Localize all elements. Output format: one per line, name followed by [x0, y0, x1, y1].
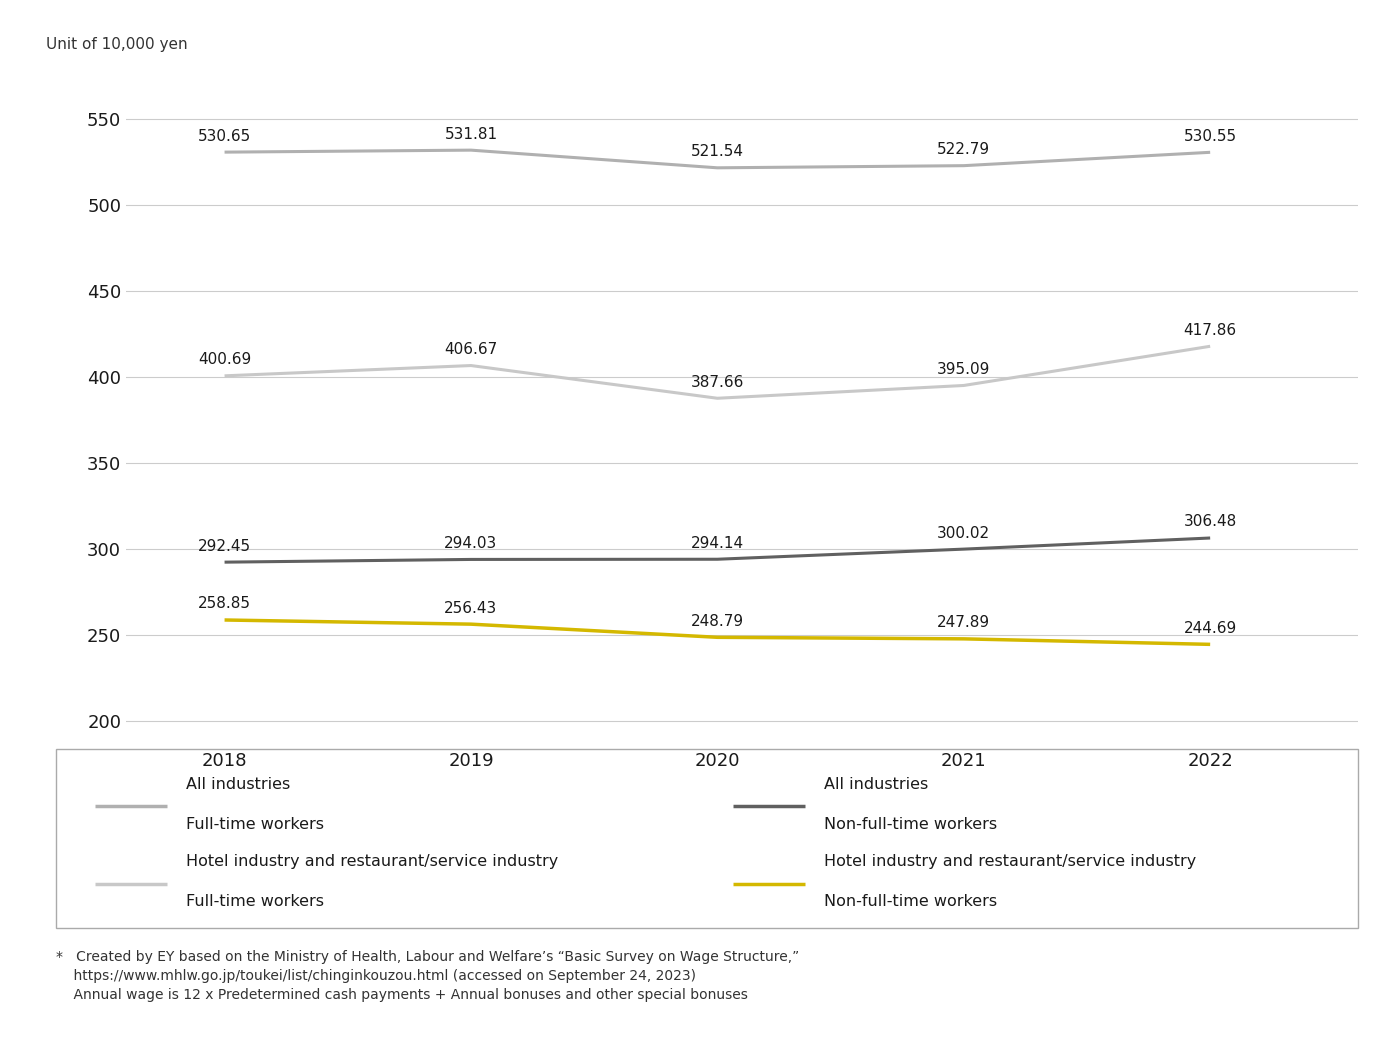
Text: 400.69: 400.69 — [197, 352, 251, 367]
Text: 244.69: 244.69 — [1183, 620, 1236, 636]
Text: 522.79: 522.79 — [937, 142, 990, 157]
Text: 306.48: 306.48 — [1183, 515, 1236, 530]
Text: 531.81: 531.81 — [444, 127, 497, 141]
Text: 406.67: 406.67 — [444, 342, 497, 357]
Text: All industries: All industries — [825, 778, 928, 792]
Text: 248.79: 248.79 — [690, 614, 743, 629]
Text: 247.89: 247.89 — [937, 615, 990, 630]
Text: Hotel industry and restaurant/service industry: Hotel industry and restaurant/service in… — [825, 855, 1197, 869]
Text: 256.43: 256.43 — [444, 600, 497, 615]
Text: 417.86: 417.86 — [1183, 323, 1236, 338]
Text: Hotel industry and restaurant/service industry: Hotel industry and restaurant/service in… — [186, 855, 559, 869]
Text: 294.03: 294.03 — [444, 536, 497, 551]
Text: 294.14: 294.14 — [690, 536, 743, 551]
Text: Full-time workers: Full-time workers — [186, 894, 325, 908]
Text: Non-full-time workers: Non-full-time workers — [825, 817, 997, 831]
Text: Unit of 10,000 yen: Unit of 10,000 yen — [46, 37, 188, 52]
Text: 300.02: 300.02 — [937, 525, 990, 540]
Text: *   Created by EY based on the Ministry of Health, Labour and Welfare’s “Basic S: * Created by EY based on the Ministry of… — [56, 950, 799, 1002]
Text: Full-time workers: Full-time workers — [186, 817, 325, 831]
Text: 530.55: 530.55 — [1183, 129, 1236, 143]
Text: All industries: All industries — [186, 778, 290, 792]
Text: 387.66: 387.66 — [690, 375, 743, 389]
Text: 395.09: 395.09 — [937, 362, 990, 377]
Text: Non-full-time workers: Non-full-time workers — [825, 894, 997, 908]
Text: 521.54: 521.54 — [690, 145, 743, 159]
Text: 530.65: 530.65 — [197, 129, 251, 143]
Text: 258.85: 258.85 — [197, 596, 251, 612]
Text: 292.45: 292.45 — [197, 538, 251, 554]
